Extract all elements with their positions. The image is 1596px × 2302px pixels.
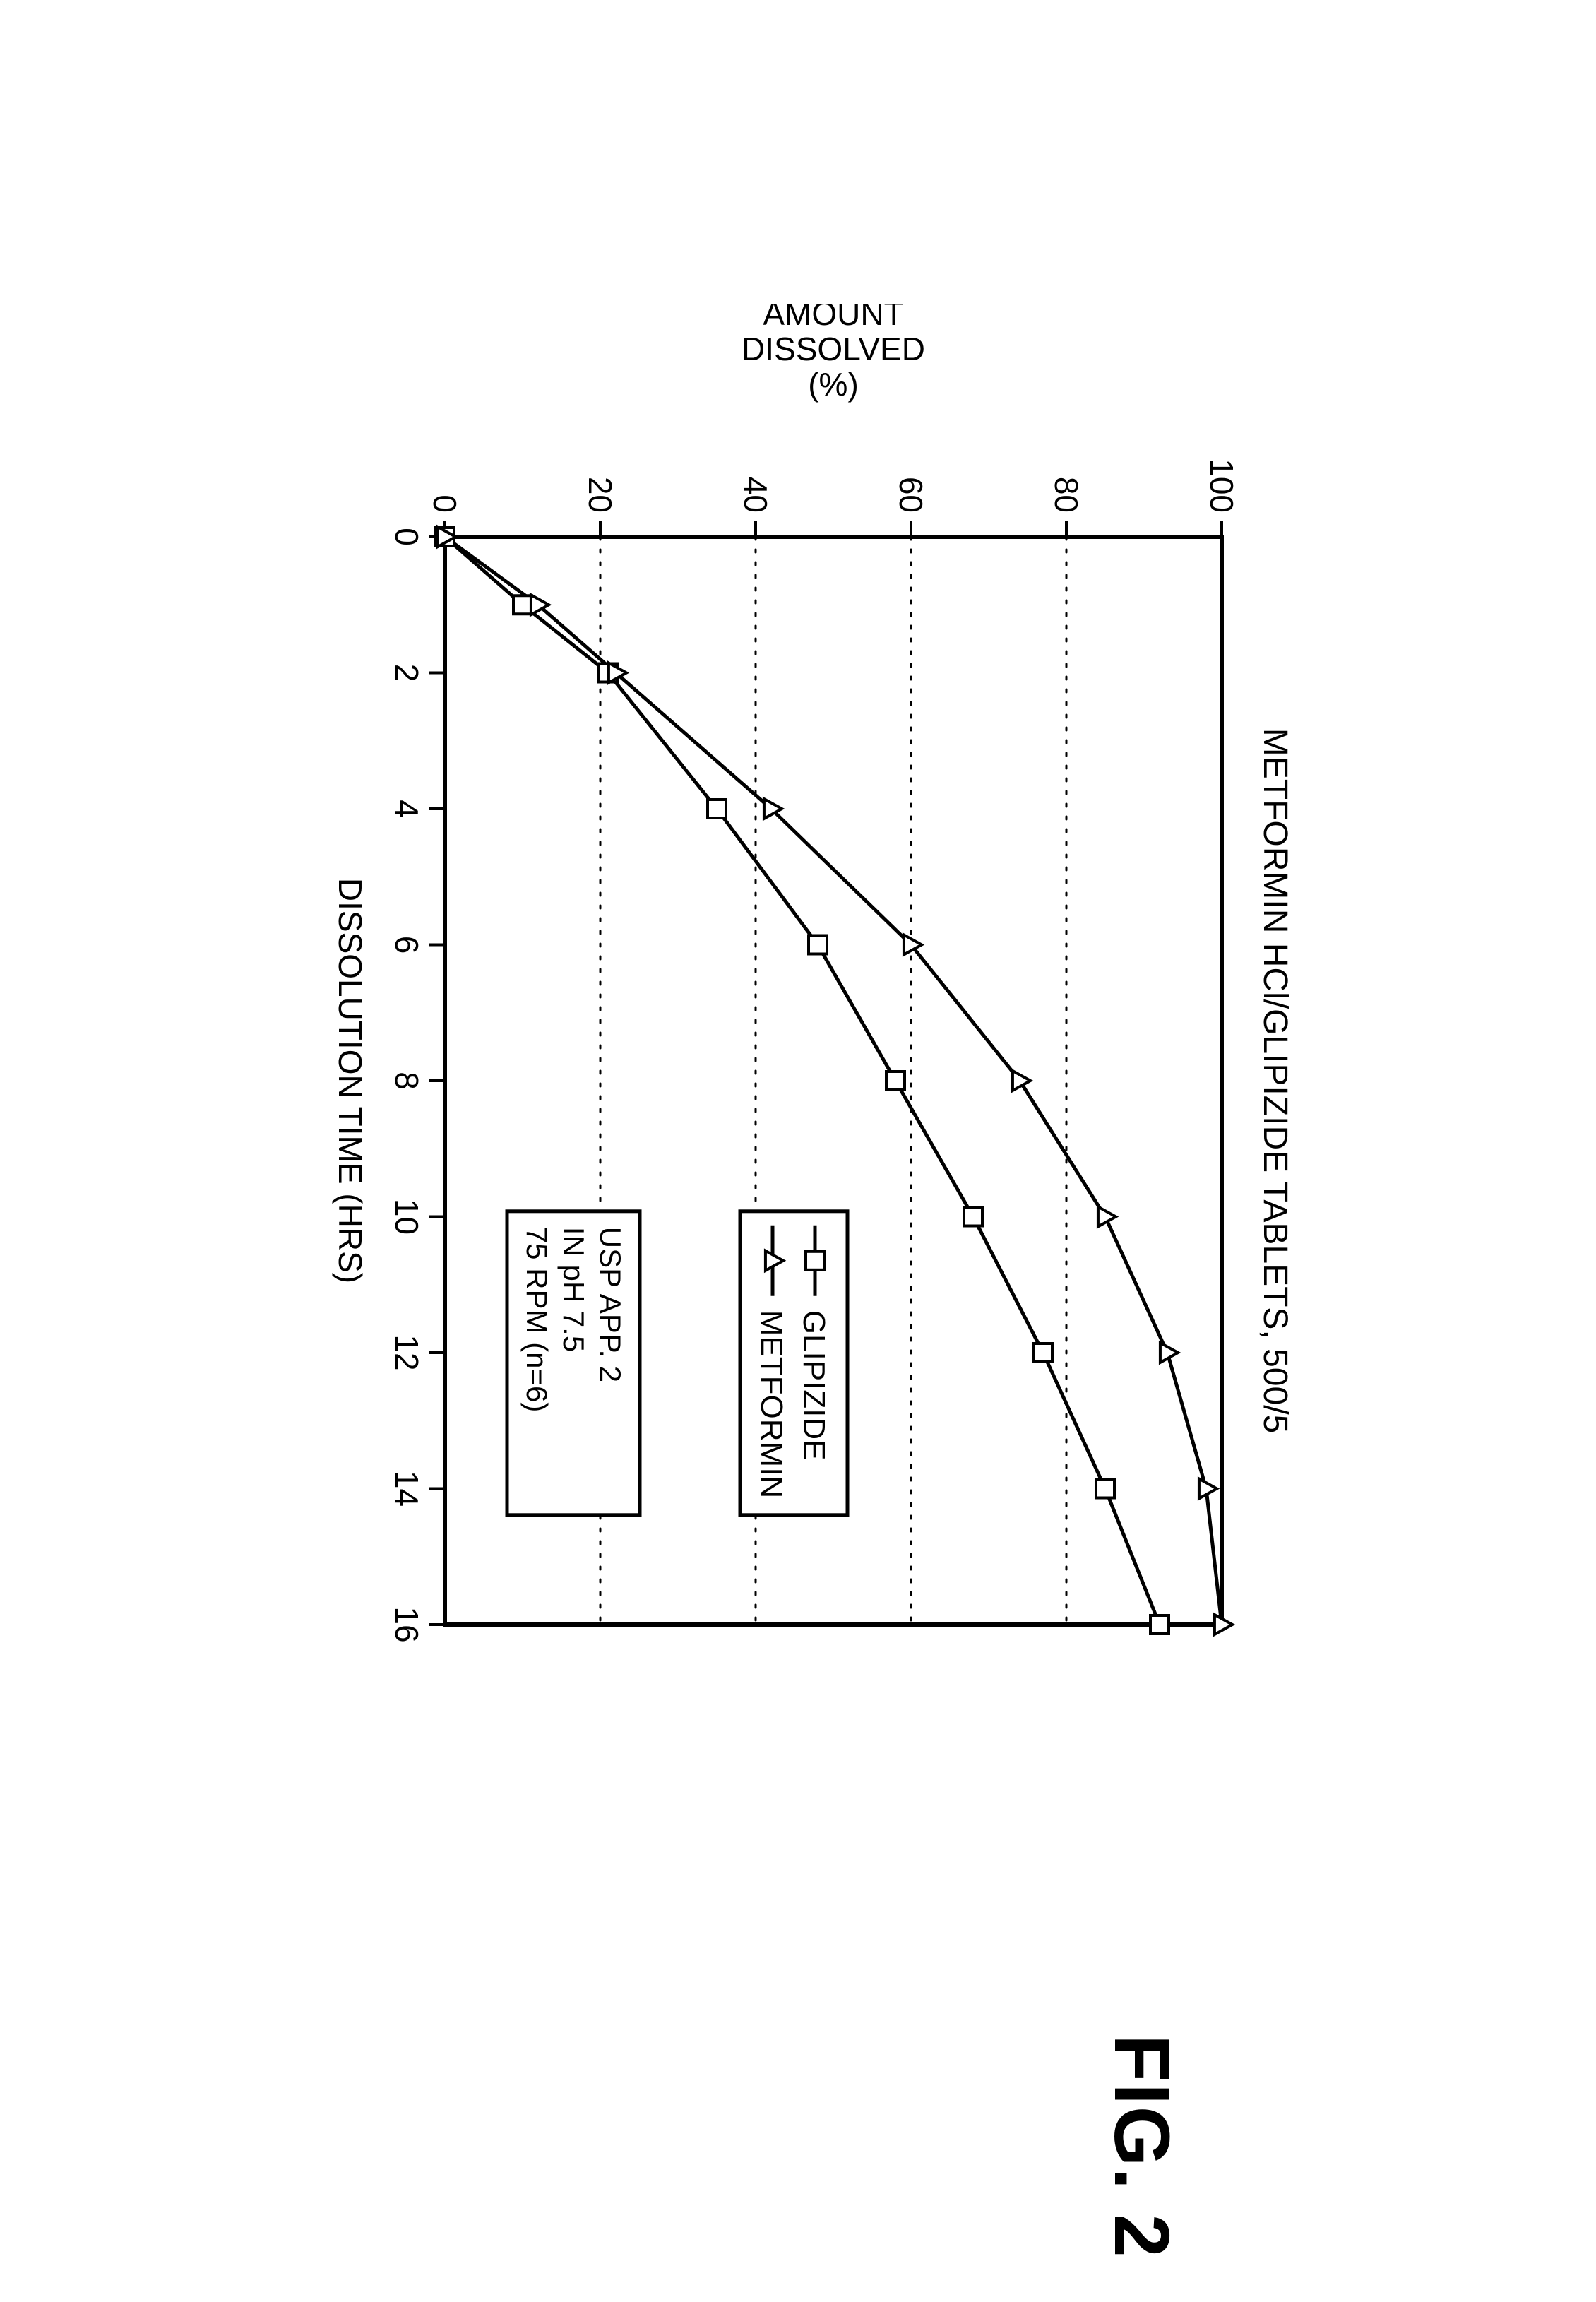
svg-text:AMOUNT: AMOUNT — [763, 304, 903, 332]
dissolution-chart: METFORMIN HCl/GLIPIZIDE TABLETS, 500/5 0 2… — [304, 304, 1306, 1660]
svg-text:USP APP. 2: USP APP. 2 — [594, 1227, 627, 1382]
svg-text:60: 60 — [893, 477, 929, 513]
svg-text:100: 100 — [1203, 458, 1240, 513]
svg-text:(%): (%) — [808, 366, 859, 403]
svg-text:40: 40 — [737, 477, 774, 513]
svg-text:DISSOLUTION TIME (HRS): DISSOLUTION TIME (HRS) — [332, 878, 369, 1283]
svg-text:6: 6 — [388, 936, 425, 954]
svg-text:10: 10 — [388, 1199, 425, 1235]
page: METFORMIN HCl/GLIPIZIDE TABLETS, 500/5 0 2… — [0, 0, 1596, 2302]
svg-text:14: 14 — [388, 1471, 425, 1507]
svg-text:12: 12 — [388, 1334, 425, 1370]
svg-text:2: 2 — [388, 664, 425, 682]
chart-container: METFORMIN HCl/GLIPIZIDE TABLETS, 500/5 0 2… — [304, 304, 1306, 1660]
svg-text:GLIPIZIDE: GLIPIZIDE — [797, 1310, 831, 1461]
figure-label: FIG. 2 — [1097, 2034, 1186, 2259]
svg-text:0: 0 — [388, 528, 425, 546]
svg-text:20: 20 — [582, 477, 619, 513]
svg-text:DISSOLVED: DISSOLVED — [742, 331, 925, 367]
svg-text:0: 0 — [427, 494, 463, 513]
svg-text:METFORMIN HCl/GLIPIZIDE TABLET: METFORMIN HCl/GLIPIZIDE TABLETS, 500/5 — [1256, 728, 1294, 1433]
svg-text:80: 80 — [1048, 477, 1085, 513]
svg-text:8: 8 — [388, 1072, 425, 1090]
svg-text:METFORMIN: METFORMIN — [754, 1310, 789, 1498]
svg-text:75 RPM (n=6): 75 RPM (n=6) — [520, 1227, 554, 1413]
svg-text:16: 16 — [388, 1606, 425, 1642]
svg-text:4: 4 — [388, 800, 425, 818]
svg-text:IN pH 7.5: IN pH 7.5 — [557, 1227, 590, 1352]
